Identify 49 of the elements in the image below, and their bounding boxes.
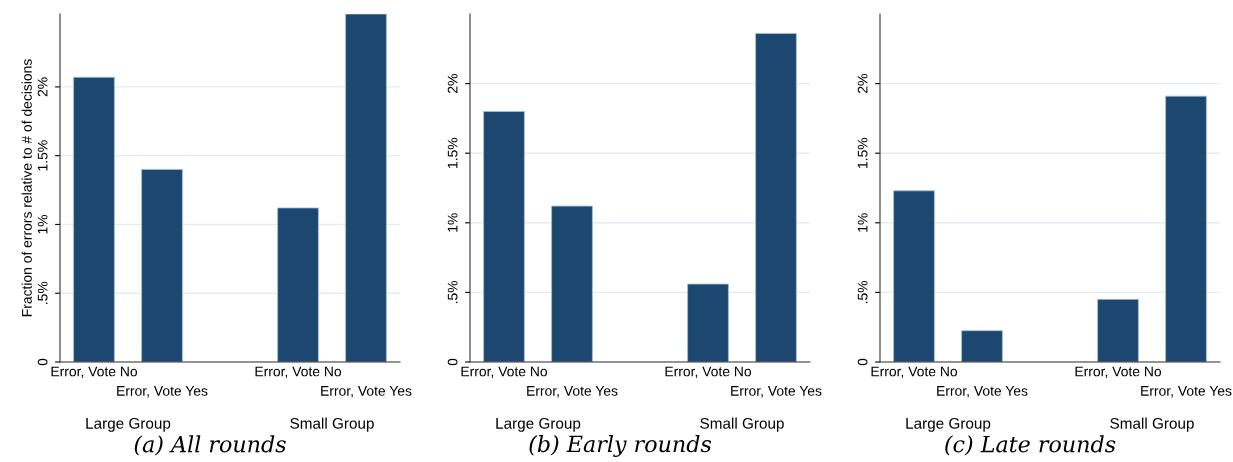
- bar: [893, 190, 935, 362]
- bar: [73, 76, 115, 362]
- y-tick-label: .5%: [447, 280, 458, 304]
- bar: [551, 205, 593, 362]
- y-tick-label: 2%: [37, 77, 48, 97]
- text: Small Group: [1110, 417, 1194, 432]
- y-axis-title: Fraction of errors relative to # of decisions: [21, 59, 32, 317]
- y-tick-label: 1.5%: [37, 140, 48, 171]
- bar: [1165, 95, 1207, 362]
- text: Small Group: [290, 417, 374, 432]
- y-tick-label: 2%: [857, 74, 868, 93]
- x-tick-label: Error, Vote Yes: [527, 386, 618, 398]
- x-tick-label: Error, Vote No: [51, 366, 138, 379]
- text: (c) Late rounds: [945, 435, 1116, 456]
- bar: [277, 207, 319, 362]
- text: Large Group: [86, 417, 171, 432]
- x-tick-label: Error, Vote No: [1075, 366, 1162, 379]
- y-tick-label: 0: [857, 358, 868, 366]
- text: Large Group: [906, 417, 991, 432]
- bar: [483, 111, 525, 362]
- text: Large Group: [496, 417, 581, 432]
- bar: [1097, 298, 1139, 362]
- text: (a) All rounds: [134, 435, 286, 456]
- y-tick-label: .5%: [857, 280, 868, 304]
- bar: [345, 14, 387, 362]
- x-tick-label: Error, Vote Yes: [937, 386, 1028, 398]
- y-tick-label: 1%: [447, 213, 458, 232]
- y-tick-label: 1%: [37, 214, 48, 234]
- y-tick-label: 0: [37, 358, 48, 366]
- x-tick-label: Error, Vote No: [255, 366, 342, 379]
- y-tick-label: 1.5%: [857, 137, 868, 168]
- bar: [755, 33, 797, 362]
- x-tick-label: Error, Vote Yes: [321, 386, 412, 398]
- y-tick-label: 1%: [857, 213, 868, 232]
- text: Small Group: [700, 417, 784, 432]
- y-tick-label: 0: [447, 358, 458, 366]
- bar: [687, 283, 729, 362]
- y-tick-label: 2%: [447, 74, 458, 93]
- x-tick-label: Error, Vote Yes: [117, 386, 208, 398]
- x-tick-label: Error, Vote Yes: [731, 386, 822, 398]
- text: (b) Early rounds: [529, 435, 712, 457]
- bar: [961, 330, 1003, 362]
- y-tick-label: .5%: [37, 281, 48, 304]
- x-tick-label: Error, Vote No: [871, 366, 958, 379]
- bar: [141, 169, 183, 362]
- x-tick-label: Error, Vote Yes: [1141, 386, 1232, 398]
- y-tick-label: 1.5%: [447, 137, 458, 168]
- x-tick-label: Error, Vote No: [665, 366, 752, 379]
- x-tick-label: Error, Vote No: [461, 366, 548, 379]
